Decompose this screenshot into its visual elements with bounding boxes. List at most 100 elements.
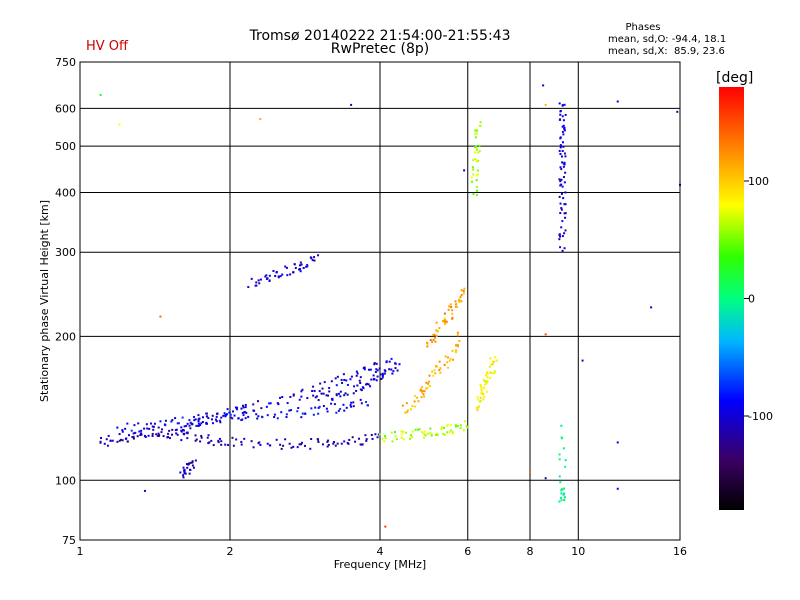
data-point bbox=[266, 442, 269, 445]
data-point bbox=[563, 203, 566, 206]
data-point bbox=[305, 265, 308, 268]
plot-frame bbox=[79, 61, 681, 541]
data-point bbox=[472, 192, 475, 195]
data-point bbox=[197, 414, 200, 417]
data-point bbox=[456, 334, 459, 337]
data-point bbox=[180, 430, 183, 433]
data-point bbox=[486, 380, 489, 383]
data-point bbox=[474, 129, 477, 132]
phases-o-stats: mean, sd,O: -94.4, 18.1 bbox=[608, 34, 726, 45]
data-point bbox=[559, 235, 562, 238]
data-point bbox=[232, 410, 235, 413]
data-point bbox=[302, 266, 305, 269]
data-point bbox=[445, 320, 448, 323]
data-point bbox=[205, 421, 208, 424]
data-point bbox=[185, 431, 188, 434]
data-point bbox=[558, 102, 561, 105]
data-point bbox=[492, 360, 495, 363]
data-point bbox=[561, 125, 564, 128]
data-point bbox=[426, 345, 429, 348]
data-point bbox=[451, 358, 454, 361]
data-point bbox=[304, 412, 307, 415]
data-point bbox=[561, 104, 564, 107]
data-point bbox=[431, 370, 434, 373]
colorbar bbox=[719, 87, 744, 510]
data-point bbox=[478, 149, 481, 152]
data-point bbox=[558, 178, 561, 181]
data-point bbox=[376, 436, 379, 439]
data-point bbox=[438, 360, 441, 363]
data-point bbox=[559, 212, 562, 215]
data-point bbox=[348, 438, 351, 441]
data-point bbox=[448, 359, 451, 362]
data-point bbox=[227, 443, 230, 446]
data-point bbox=[300, 416, 303, 419]
data-point bbox=[206, 436, 209, 439]
data-point bbox=[232, 444, 235, 447]
data-point bbox=[490, 363, 493, 366]
data-point bbox=[356, 384, 359, 387]
data-point bbox=[558, 500, 561, 503]
y-tick-label: 300 bbox=[55, 246, 76, 259]
data-point bbox=[288, 442, 291, 445]
data-point bbox=[361, 386, 364, 389]
data-point bbox=[439, 367, 442, 370]
data-point bbox=[347, 442, 350, 445]
data-point bbox=[188, 419, 191, 422]
data-point bbox=[476, 406, 479, 409]
data-point bbox=[132, 432, 135, 435]
data-point bbox=[311, 259, 314, 262]
data-point bbox=[109, 439, 112, 442]
data-point bbox=[563, 247, 566, 250]
data-point bbox=[375, 379, 378, 382]
data-point bbox=[335, 384, 338, 387]
data-point bbox=[300, 441, 303, 444]
data-point bbox=[358, 379, 361, 382]
data-point bbox=[260, 407, 263, 410]
data-point bbox=[313, 389, 316, 392]
data-point bbox=[139, 434, 142, 437]
data-point bbox=[478, 145, 481, 148]
data-point bbox=[181, 416, 184, 419]
data-point bbox=[564, 216, 567, 219]
data-point bbox=[337, 409, 340, 412]
data-point bbox=[480, 392, 483, 395]
data-point bbox=[177, 422, 180, 425]
data-point bbox=[489, 377, 492, 380]
data-point bbox=[383, 440, 386, 443]
data-point bbox=[356, 372, 359, 375]
data-point bbox=[448, 431, 451, 434]
data-point bbox=[288, 409, 291, 412]
data-point bbox=[146, 427, 149, 430]
data-point bbox=[475, 160, 478, 163]
data-point bbox=[454, 300, 457, 303]
data-point bbox=[485, 390, 488, 393]
data-point bbox=[220, 440, 223, 443]
data-point bbox=[335, 393, 338, 396]
data-point bbox=[409, 437, 412, 440]
data-point bbox=[256, 417, 259, 420]
data-point bbox=[252, 446, 255, 449]
data-point bbox=[429, 427, 432, 430]
data-point bbox=[298, 398, 301, 401]
data-point bbox=[455, 349, 458, 352]
data-point bbox=[490, 371, 493, 374]
data-point bbox=[285, 416, 288, 419]
data-point bbox=[137, 422, 140, 425]
data-point bbox=[581, 359, 584, 362]
data-point bbox=[374, 433, 377, 436]
data-point bbox=[352, 392, 355, 395]
data-point bbox=[350, 405, 353, 408]
data-point bbox=[394, 431, 397, 434]
data-point bbox=[402, 438, 405, 441]
data-point bbox=[351, 436, 354, 439]
data-point bbox=[365, 438, 368, 441]
data-point bbox=[423, 430, 426, 433]
data-point bbox=[459, 427, 462, 430]
data-point bbox=[395, 438, 398, 441]
y-tick-label: 750 bbox=[55, 56, 76, 69]
data-point bbox=[253, 409, 256, 412]
data-point bbox=[559, 136, 562, 139]
data-point bbox=[175, 432, 178, 435]
data-point bbox=[343, 409, 346, 412]
